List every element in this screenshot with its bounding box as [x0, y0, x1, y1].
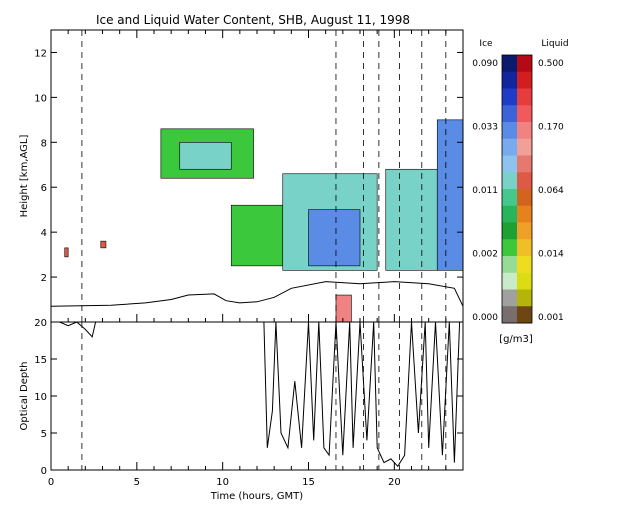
- cloud-region-ice: [436, 119, 464, 271]
- colorbar-swatch: [502, 272, 517, 290]
- colorbar-swatch: [502, 55, 517, 73]
- colorbar-swatch: [517, 138, 532, 156]
- colorbar-swatch: [502, 289, 517, 307]
- cloud-region-liquid: [64, 247, 69, 258]
- colorbar-tick-label: 0.014: [538, 250, 564, 260]
- colorbar-tick-label: 0.064: [538, 186, 564, 196]
- colorbar-tick-label: 0.170: [538, 123, 564, 133]
- time-tick-label: 10: [216, 477, 229, 488]
- optical-depth-plot-area: [51, 322, 463, 470]
- colorbar-swatch: [517, 88, 532, 106]
- colorbar-swatch: [517, 71, 532, 89]
- colorbar-swatch: [517, 289, 532, 307]
- colorbar-swatch: [502, 205, 517, 223]
- colorbar-liquid-label: Liquid: [541, 39, 568, 49]
- boundary-layer-line: [50, 281, 464, 307]
- optical-depth-tick-label: 0: [41, 466, 47, 477]
- optical-depth-tick-label: 10: [34, 392, 47, 403]
- height-tick-label: 10: [34, 93, 47, 104]
- cloud-region-ice: [230, 204, 284, 267]
- colorbar-swatch: [517, 239, 532, 257]
- chart-title: Ice and Liquid Water Content, SHB, Augus…: [96, 13, 410, 27]
- optical-depth-frame: [50, 321, 464, 471]
- height-axis-ticks: 2 4 6 8 10 12: [34, 48, 463, 284]
- colorbar-swatch: [517, 105, 532, 123]
- colorbar-tick-label: 0.011: [472, 186, 498, 196]
- height-tick-label: 12: [34, 48, 47, 59]
- dashed-time-markers-lower: [81, 322, 447, 470]
- colorbar-swatch: [502, 71, 517, 89]
- colorbar-swatch: [517, 306, 532, 324]
- cloud-region-ice: [179, 142, 232, 170]
- height-axis-label: Height [km,AGL]: [19, 135, 30, 218]
- optical-depth-axis-label: Optical Depth: [19, 362, 30, 431]
- optical-depth-panel: 0 5 10 15 20 0 5 10 15 20 Optical Depth Time (ho…: [19, 30, 464, 502]
- height-tick-label: 4: [41, 228, 47, 239]
- height-tick-label: 2: [41, 273, 47, 284]
- colorbar-swatch: [502, 189, 517, 207]
- cloud-region-ice: [308, 209, 361, 267]
- colorbar-swatch: [517, 272, 532, 290]
- cloud-field: [64, 119, 464, 323]
- colorbar-swatch: [502, 172, 517, 190]
- colorbar-swatch: [517, 172, 532, 190]
- colorbar: Ice Liquid 0.090 0.033 0.011 0.002 0.000 0.5…: [472, 39, 568, 345]
- colorbar-swatch: [502, 122, 517, 140]
- colorbar-swatch: [502, 88, 517, 106]
- colorbar-tick-label: 0.033: [472, 123, 498, 133]
- colorbar-swatch: [517, 222, 532, 240]
- colorbar-swatch: [517, 155, 532, 173]
- colorbar-frame: [501, 54, 533, 324]
- cloud-region-liquid: [100, 240, 107, 249]
- colorbar-ice-label: Ice: [479, 39, 493, 49]
- optical-depth-tick-label: 20: [34, 318, 47, 329]
- colorbar-liquid-ticks: 0.500 0.170 0.064 0.014 0.001: [538, 59, 564, 323]
- colorbar-swatch: [517, 256, 532, 274]
- dashed-time-markers: [81, 30, 447, 322]
- time-tick-label: 0: [48, 477, 54, 488]
- colorbar-swatch: [502, 306, 517, 324]
- time-tick-label: 15: [302, 477, 315, 488]
- colorbar-swatch: [502, 239, 517, 257]
- colorbar-liquid-scale: [517, 55, 532, 324]
- time-tick-label: 20: [388, 477, 401, 488]
- colorbar-swatch: [502, 138, 517, 156]
- colorbar-tick-label: 0.000: [472, 313, 498, 323]
- time-tick-label: 5: [134, 477, 140, 488]
- water-content-panel: 2 4 6 8 10 12 Height [km,AGL]: [19, 29, 464, 323]
- colorbar-swatch: [502, 155, 517, 173]
- colorbar-swatch: [517, 189, 532, 207]
- colorbar-swatch: [517, 205, 532, 223]
- cloud-region-ice: [385, 168, 438, 271]
- colorbar-tick-label: 0.002: [472, 250, 498, 260]
- cloud-region-liquid: [335, 294, 352, 323]
- colorbar-ice-scale: [502, 55, 517, 324]
- colorbar-tick-label: 0.090: [472, 59, 498, 69]
- optical-depth-tick-label: 5: [41, 429, 47, 440]
- height-tick-label: 8: [41, 138, 47, 149]
- optical-depth-tick-label: 15: [34, 355, 47, 366]
- colorbar-swatch: [517, 122, 532, 140]
- colorbar-units: [g/m3]: [499, 334, 533, 345]
- height-tick-label: 6: [41, 183, 47, 194]
- colorbar-tick-label: 0.500: [538, 59, 564, 69]
- colorbar-swatch: [502, 105, 517, 123]
- colorbar-swatch: [517, 55, 532, 73]
- colorbar-tick-label: 0.001: [538, 313, 564, 323]
- colorbar-ice-ticks: 0.090 0.033 0.011 0.002 0.000: [472, 59, 498, 323]
- time-axis-label: Time (hours, GMT): [210, 491, 304, 502]
- colorbar-swatch: [502, 222, 517, 240]
- colorbar-swatch: [502, 256, 517, 274]
